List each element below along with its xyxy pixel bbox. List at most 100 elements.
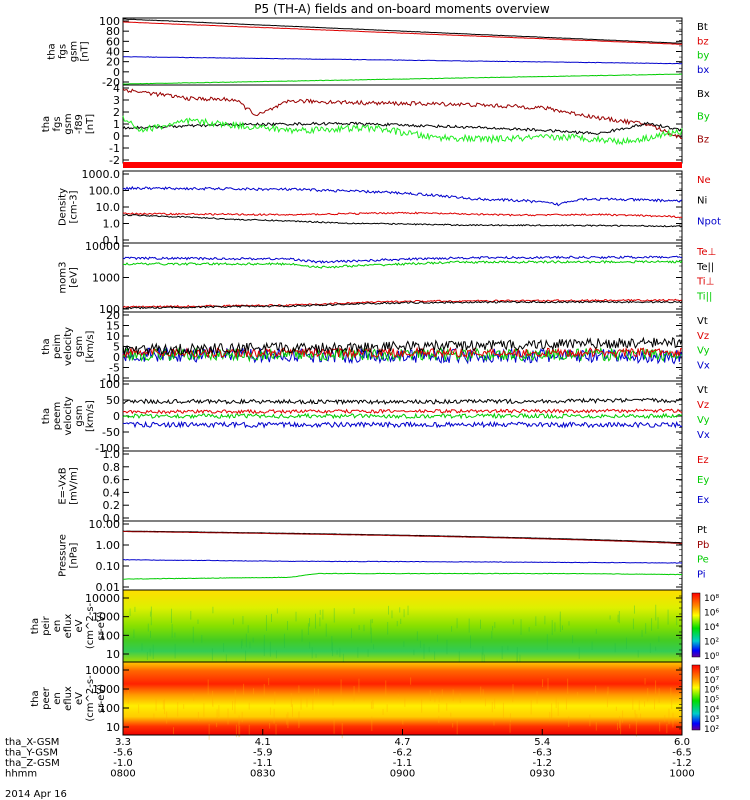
- y-axis-label: velocity: [63, 396, 74, 435]
- x-axis-value: -5.6: [113, 748, 133, 759]
- y-axis-label: velocity: [63, 327, 74, 366]
- x-axis-value: -6.5: [672, 748, 692, 759]
- series-Ne: [122, 211, 683, 219]
- y-tick-label: -50: [102, 426, 120, 439]
- y-axis-label: tha: [30, 690, 41, 706]
- y-axis-label: tha: [41, 338, 52, 354]
- x-axis: tha_X-GSM 3.3 4.1 4.7 5.4 6.0 tha_Y-GSM -5.6 -5.…: [5, 729, 695, 800]
- legend-entry: Vt: [697, 385, 708, 396]
- y-tick-label: 1000: [92, 611, 120, 624]
- x-axis-row-label: tha_Y-GSM: [5, 748, 58, 759]
- legend-entry: Ey: [697, 475, 709, 486]
- series-Pi: [123, 559, 683, 564]
- colorbar-tick-peir: 10⁰: [704, 652, 719, 662]
- y-tick-label: -100: [95, 442, 120, 455]
- y-axis-label: eV: [74, 692, 85, 705]
- series-Te||: [122, 300, 683, 310]
- x-axis-value: 0830: [250, 769, 275, 780]
- y-axis-label: gsm: [74, 336, 85, 357]
- x-axis-value: 0900: [390, 769, 415, 780]
- colorbar-tick-peer: 10⁷: [704, 676, 719, 686]
- y-tick-label: 10: [106, 648, 120, 661]
- y-axis-label: [km/s]: [85, 400, 96, 432]
- legend-entry: Vz: [697, 331, 709, 342]
- x-axis-value: -5.9: [253, 748, 273, 759]
- colorbar-tick-peer: 10⁸: [704, 666, 719, 676]
- series-Bx: [122, 121, 683, 136]
- y-tick-label: 5: [113, 341, 120, 354]
- y-tick-label: 10: [106, 330, 120, 343]
- x-axis-value: 5.4: [534, 737, 550, 748]
- x-axis-value: 0930: [530, 769, 555, 780]
- x-axis-value: 4.7: [395, 737, 411, 748]
- series-Ti||: [123, 260, 683, 269]
- x-axis-date: 2014 Apr 16: [5, 789, 67, 800]
- legend-entry: Te⊥: [696, 247, 716, 258]
- legend-entry: Pe: [697, 555, 709, 566]
- x-axis-value: -1.0: [113, 758, 133, 769]
- x-axis-value: -6.2: [393, 748, 413, 759]
- heatmap-peer: [123, 662, 682, 735]
- y-tick-label: -5: [109, 362, 120, 375]
- colorbar-tick-peir: 10⁶: [704, 609, 719, 619]
- y-axis-label: E=-VxB: [58, 467, 69, 504]
- x-axis-value: -6.3: [532, 748, 552, 759]
- panel-peir: 10⁸ 10⁶ 10⁴ 10² 10⁰ 10000 1000 100 10 tha peir en ef…: [30, 589, 719, 670]
- y-tick-label: 0.2: [103, 499, 121, 512]
- y-axis-label: peim: [52, 334, 63, 359]
- flag-bar: [123, 162, 682, 168]
- legend-entry: By: [697, 112, 710, 123]
- panel-frame-pressure: [122, 520, 683, 591]
- x-axis-row-label: tha_Z-GSM: [5, 758, 60, 769]
- y-tick-label: 60: [106, 35, 120, 48]
- y-tick-label: 1: [113, 118, 120, 131]
- y-tick-label: 100: [99, 378, 120, 391]
- y-axis-label: fgs: [58, 44, 69, 59]
- y-tick-label: 4: [113, 82, 120, 95]
- y-tick-label: 3: [113, 94, 120, 107]
- plot-title: P5 (TH-A) fields and on-board moments ov…: [254, 2, 550, 16]
- series-by: [123, 73, 682, 85]
- y-axis-label: en: [52, 620, 63, 633]
- panel-peem: 100 50 0 -50 -100 tha peem velocity gsm [km/s] Vt V…: [41, 378, 710, 455]
- series-Ti⊥: [122, 255, 683, 264]
- legend-entry: Bx: [697, 89, 710, 100]
- series-Pb: [123, 530, 682, 544]
- x-axis-value: 1000: [669, 769, 694, 780]
- y-axis-label: tha: [30, 618, 41, 634]
- y-tick-label: 50: [106, 394, 120, 407]
- y-tick-label: 0: [113, 66, 120, 79]
- series-By: [122, 115, 683, 146]
- y-axis-label: [nT]: [80, 41, 91, 61]
- y-tick-label: -10: [102, 372, 120, 385]
- panel-density: 1000.0 100.0 10.0 1.0 0.1 Density [cm-3] Ne Ni Np…: [58, 168, 721, 247]
- panel-frame-fgs_rel: [122, 84, 683, 164]
- y-axis-label: [eV]: [69, 267, 80, 288]
- colorbar-tick-peer: 10³: [704, 715, 719, 725]
- y-tick-label: 0: [113, 351, 120, 364]
- y-tick-label: 10: [106, 721, 120, 734]
- heatmap-texture-peir: [129, 604, 678, 670]
- legend-entry: Ti⊥: [696, 277, 714, 288]
- colorbar-peir: 10⁸ 10⁶ 10⁴ 10² 10⁰: [691, 592, 719, 662]
- series-Pe: [122, 572, 683, 580]
- y-tick-label: 2: [113, 106, 120, 119]
- y-axis-label: -f89: [74, 114, 85, 134]
- y-axis-label: fgs: [52, 116, 63, 131]
- legend-entry: Ez: [697, 455, 709, 466]
- y-tick-label: 10000: [85, 664, 120, 677]
- x-axis-value: -1.2: [532, 758, 552, 769]
- y-tick-label: 1000: [92, 272, 120, 285]
- legend-entry: bx: [697, 65, 709, 76]
- colorbar-tick-peir: 10⁸: [704, 594, 719, 604]
- legend-entry: Pb: [697, 540, 709, 551]
- y-axis-label: tha: [41, 408, 52, 424]
- legend-entry: Vt: [697, 316, 708, 327]
- x-axis-row-label: tha_X-GSM: [5, 737, 59, 748]
- y-axis-label: sr-eV): [96, 611, 107, 640]
- y-tick-label: 100: [99, 629, 120, 642]
